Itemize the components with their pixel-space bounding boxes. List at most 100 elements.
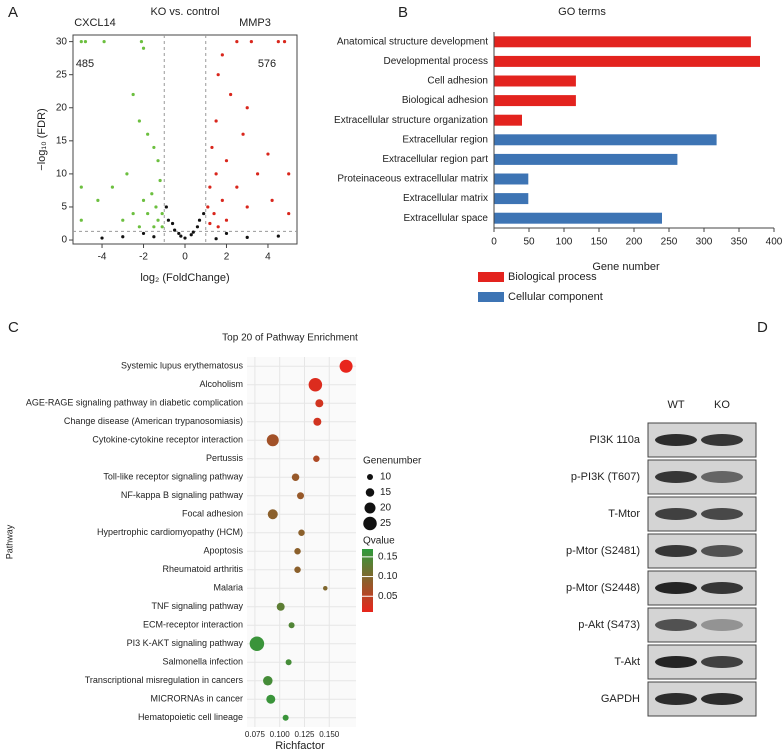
category-label: Pertussis bbox=[206, 453, 244, 463]
bar bbox=[494, 114, 522, 126]
point bbox=[229, 92, 233, 97]
point bbox=[160, 225, 164, 229]
category-label: Alcoholism bbox=[199, 379, 243, 389]
bubble bbox=[266, 694, 276, 704]
point bbox=[235, 185, 239, 189]
legend-title: Genenumber bbox=[363, 456, 422, 467]
y-tick-label: 0 bbox=[61, 235, 67, 246]
point bbox=[220, 198, 224, 202]
point bbox=[241, 132, 245, 136]
y-tick-label: 5 bbox=[61, 202, 67, 213]
blot-row-label: p-Akt (S473) bbox=[578, 619, 640, 631]
x-tick-label: 0.150 bbox=[319, 730, 340, 739]
blot-band bbox=[655, 545, 697, 557]
legend-bubble bbox=[363, 516, 377, 531]
point bbox=[189, 233, 193, 237]
y-tick-label: 20 bbox=[56, 102, 68, 113]
point bbox=[214, 172, 218, 176]
point bbox=[195, 225, 200, 229]
category-label: Extracellular region part bbox=[382, 154, 488, 165]
point bbox=[183, 236, 187, 240]
point bbox=[245, 106, 249, 110]
x-tick-label: 0.125 bbox=[294, 730, 315, 739]
category-label: Hypertrophic cardiomyopathy (HCM) bbox=[97, 527, 243, 537]
point bbox=[170, 221, 175, 226]
panel-label: B bbox=[398, 4, 408, 21]
colorbar-label: 0.15 bbox=[378, 552, 398, 563]
point bbox=[214, 237, 218, 241]
point bbox=[191, 230, 195, 234]
category-label: Change disease (American trypanosomiasis… bbox=[64, 416, 243, 426]
legend-title: Qvalue bbox=[363, 536, 395, 547]
bar bbox=[494, 75, 576, 87]
blot-band bbox=[701, 619, 743, 631]
point bbox=[121, 218, 125, 222]
point bbox=[164, 205, 168, 209]
category-label: Anatomical structure development bbox=[337, 36, 488, 47]
blot-row-label: T-Mtor bbox=[608, 508, 640, 520]
blot-band bbox=[655, 508, 697, 520]
bar bbox=[494, 55, 760, 67]
point bbox=[173, 228, 177, 232]
category-label: Developmental process bbox=[384, 56, 489, 67]
bubble bbox=[323, 586, 328, 591]
point bbox=[179, 234, 183, 238]
blot-row-label: T-Akt bbox=[614, 656, 640, 668]
x-tick-label: 400 bbox=[766, 237, 783, 248]
count-annotation: 576 bbox=[258, 58, 276, 70]
x-tick-label: 0 bbox=[182, 252, 188, 263]
category-label: Malaria bbox=[213, 583, 243, 593]
bar bbox=[494, 193, 529, 205]
legend-bubble bbox=[367, 474, 373, 480]
x-tick-label: 200 bbox=[626, 237, 643, 248]
point bbox=[266, 152, 270, 156]
bubble bbox=[339, 359, 353, 373]
category-label: Systemic lupus erythematosus bbox=[121, 361, 244, 371]
point bbox=[208, 221, 212, 226]
category-label: NF-kappa B signaling pathway bbox=[121, 490, 244, 500]
legend-label: 25 bbox=[380, 518, 392, 529]
count-annotation: 485 bbox=[76, 58, 94, 70]
panel-label: D bbox=[757, 319, 768, 336]
category-label: Extracellular region bbox=[402, 134, 488, 145]
bubble bbox=[263, 676, 273, 686]
point bbox=[137, 225, 141, 229]
point bbox=[216, 73, 220, 77]
category-label: Focal adhesion bbox=[182, 509, 243, 519]
point bbox=[146, 132, 150, 136]
point bbox=[79, 218, 83, 222]
legend-bubble bbox=[364, 502, 376, 514]
point bbox=[141, 198, 146, 202]
legend-label: 10 bbox=[380, 472, 392, 483]
point bbox=[177, 231, 181, 236]
point bbox=[208, 185, 212, 189]
y-tick-label: 30 bbox=[56, 36, 68, 47]
bubble bbox=[291, 473, 300, 481]
point bbox=[220, 53, 224, 57]
legend-label: Biological process bbox=[508, 271, 597, 283]
category-label: Transcriptional misregulation in cancers bbox=[85, 675, 244, 685]
bubble bbox=[266, 434, 279, 447]
point bbox=[79, 185, 83, 189]
category-label: TNF signaling pathway bbox=[151, 601, 243, 611]
point bbox=[141, 46, 146, 50]
bubble bbox=[313, 455, 320, 462]
y-tick-label: 15 bbox=[56, 135, 68, 146]
point bbox=[276, 234, 280, 238]
x-tick-label: 4 bbox=[265, 252, 271, 263]
point bbox=[79, 40, 83, 44]
blot-row-label: p-Mtor (S2448) bbox=[566, 582, 640, 594]
category-label: Biological adhesion bbox=[402, 95, 488, 106]
point bbox=[131, 211, 135, 216]
blot-band bbox=[701, 434, 743, 446]
plot-frame bbox=[72, 34, 298, 245]
point bbox=[156, 218, 160, 222]
category-label: Extracellular space bbox=[404, 213, 489, 224]
panel-label: A bbox=[8, 4, 18, 21]
legend-swatch bbox=[478, 272, 504, 282]
category-label: Salmonella infection bbox=[162, 657, 243, 667]
point bbox=[276, 40, 280, 44]
point bbox=[287, 172, 291, 176]
point bbox=[160, 211, 164, 216]
bar bbox=[494, 153, 678, 165]
